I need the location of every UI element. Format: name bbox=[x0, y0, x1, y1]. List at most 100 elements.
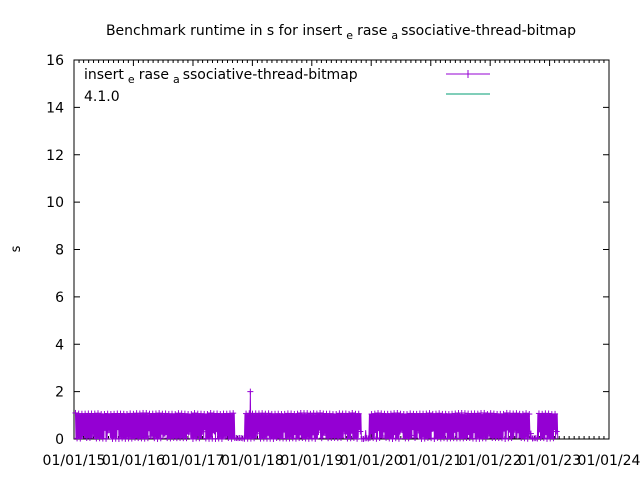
data-point bbox=[103, 435, 110, 442]
data-point bbox=[188, 411, 195, 418]
data-point bbox=[338, 434, 345, 441]
data-point bbox=[545, 410, 552, 417]
data-point bbox=[513, 410, 520, 417]
data-point bbox=[222, 433, 229, 440]
data-point bbox=[313, 410, 320, 417]
data-point bbox=[186, 428, 193, 435]
data-point bbox=[511, 426, 518, 433]
y-tick-label: 2 bbox=[55, 385, 64, 401]
y-axis-ticks: 0 2 4 6 8 10 12 14 16 bbox=[46, 53, 609, 448]
data-point bbox=[292, 435, 299, 442]
data-point bbox=[502, 435, 509, 442]
y-tick-label: 12 bbox=[46, 148, 64, 164]
data-point bbox=[355, 410, 362, 417]
data-point bbox=[333, 411, 340, 418]
data-point bbox=[405, 435, 412, 442]
data-point bbox=[251, 435, 258, 442]
data-point bbox=[498, 435, 505, 442]
data-point bbox=[183, 435, 190, 442]
data-point bbox=[218, 435, 225, 442]
data-point bbox=[204, 411, 211, 418]
y-tick-label: 0 bbox=[55, 432, 64, 448]
data-point bbox=[376, 434, 383, 441]
data-point bbox=[207, 410, 214, 417]
x-tick-label: 01/01/22 bbox=[459, 453, 522, 469]
data-point bbox=[486, 430, 493, 437]
data-point bbox=[259, 410, 266, 417]
data-point bbox=[466, 434, 473, 441]
data-point bbox=[148, 433, 155, 440]
data-point bbox=[214, 410, 221, 417]
data-point bbox=[508, 435, 515, 442]
data-point bbox=[341, 428, 348, 435]
data-point bbox=[189, 435, 196, 442]
data-point bbox=[434, 434, 441, 441]
series-insert-erase-associative-thread-bitmap bbox=[72, 388, 560, 442]
data-point bbox=[160, 430, 167, 437]
data-point bbox=[307, 410, 314, 417]
data-point bbox=[386, 435, 393, 442]
data-point bbox=[317, 409, 324, 416]
data-point bbox=[552, 410, 559, 417]
data-point bbox=[519, 410, 526, 417]
data-point bbox=[527, 430, 534, 437]
data-point bbox=[154, 435, 161, 442]
data-point bbox=[534, 435, 541, 442]
data-point bbox=[526, 411, 533, 418]
data-point bbox=[299, 435, 306, 442]
data-point bbox=[167, 435, 174, 442]
data-point bbox=[157, 435, 164, 442]
data-point bbox=[309, 435, 316, 442]
y-axis-label: s bbox=[9, 245, 24, 252]
data-point bbox=[143, 410, 150, 417]
data-point bbox=[370, 435, 377, 442]
data-point bbox=[106, 427, 113, 434]
data-point bbox=[265, 410, 272, 417]
data-point bbox=[379, 433, 386, 440]
data-point bbox=[115, 435, 122, 442]
y-tick-label: 14 bbox=[46, 100, 64, 116]
data-point bbox=[254, 430, 261, 437]
data-point bbox=[123, 410, 130, 417]
x-tick-label: 01/01/17 bbox=[162, 453, 225, 469]
data-point bbox=[482, 435, 489, 442]
data-point bbox=[481, 409, 488, 416]
data-point bbox=[408, 432, 415, 439]
data-point bbox=[346, 410, 353, 417]
data-point bbox=[304, 410, 311, 417]
data-point bbox=[321, 429, 328, 436]
data-point bbox=[80, 429, 87, 436]
data-point bbox=[151, 435, 158, 442]
data-point bbox=[474, 410, 481, 417]
y-tick-label: 16 bbox=[46, 53, 64, 69]
data-point bbox=[428, 435, 435, 442]
data-point bbox=[373, 435, 380, 442]
data-point bbox=[392, 435, 399, 442]
data-point bbox=[94, 410, 101, 417]
data-point bbox=[383, 434, 390, 441]
data-point bbox=[357, 428, 364, 435]
data-point bbox=[294, 410, 301, 417]
data-point bbox=[476, 435, 483, 442]
data-point bbox=[371, 410, 378, 417]
data-point bbox=[515, 427, 522, 434]
legend-entry-1-label: insert e rase a ssociative-thread-bitmap bbox=[84, 67, 358, 86]
data-point bbox=[415, 427, 422, 434]
data-point bbox=[349, 409, 356, 416]
data-point bbox=[77, 435, 84, 442]
data-point bbox=[72, 409, 79, 416]
x-tick-label: 01/01/19 bbox=[280, 453, 343, 469]
data-point bbox=[539, 410, 546, 417]
legend-entry-2-label: 4.1.0 bbox=[84, 89, 120, 105]
data-point bbox=[394, 409, 401, 416]
data-point bbox=[389, 435, 396, 442]
data-point bbox=[318, 435, 325, 442]
data-point bbox=[553, 428, 560, 435]
y-tick-label: 8 bbox=[55, 243, 64, 259]
y-tick-label: 4 bbox=[55, 337, 64, 353]
x-tick-label: 01/01/18 bbox=[221, 453, 284, 469]
data-point bbox=[315, 429, 322, 436]
data-point bbox=[156, 410, 163, 417]
